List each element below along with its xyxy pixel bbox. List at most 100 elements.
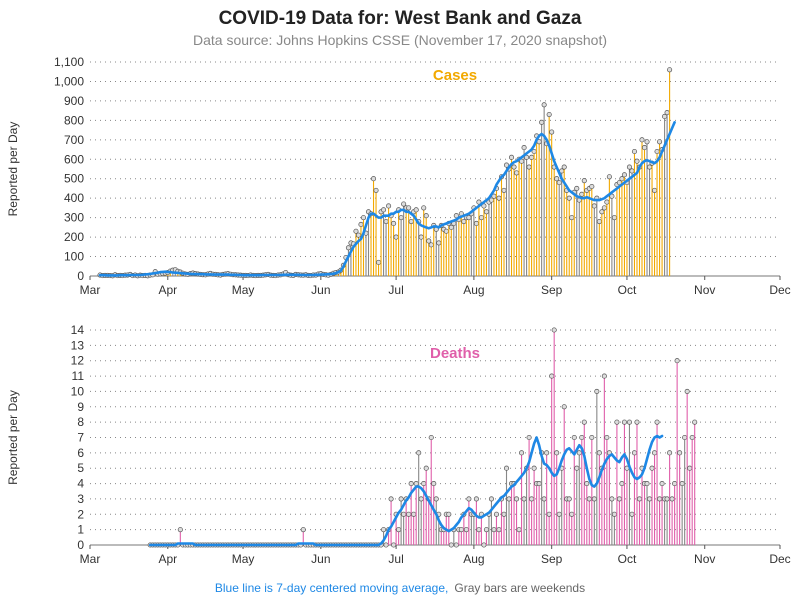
deaths-point xyxy=(546,511,552,517)
deaths-point xyxy=(551,327,557,333)
deaths-x-tick-label: Sep xyxy=(541,552,563,566)
deaths-y-tick-label: 13 xyxy=(71,338,85,352)
deaths-y-tick-label: 9 xyxy=(77,400,84,414)
cases-x-tick-label: Apr xyxy=(158,283,177,297)
deaths-point xyxy=(654,419,660,425)
cases-point xyxy=(574,185,580,192)
cases-point xyxy=(481,203,487,209)
deaths-point xyxy=(401,511,407,517)
deaths-point xyxy=(689,434,695,441)
cases-point xyxy=(393,234,399,240)
deaths-point xyxy=(398,496,404,502)
cases-y-axis-title: Reported per Day xyxy=(6,122,20,217)
deaths-point xyxy=(446,511,452,517)
cases-point xyxy=(606,174,612,180)
deaths-y-axis-title: Reported per Day xyxy=(6,390,20,485)
cases-x-tick-label: Oct xyxy=(618,283,637,297)
deaths-point xyxy=(631,450,638,456)
cases-point xyxy=(629,168,635,174)
deaths-point xyxy=(448,542,454,548)
deaths-point xyxy=(614,419,620,425)
deaths-point xyxy=(177,527,183,533)
cases-x-tick-label: Dec xyxy=(769,283,790,297)
deaths-point xyxy=(554,450,560,456)
deaths-point xyxy=(664,496,670,502)
deaths-y-tick-label: 14 xyxy=(71,323,85,337)
cases-point xyxy=(453,213,459,219)
cases-point xyxy=(443,228,449,234)
cases-point xyxy=(398,215,404,221)
deaths-point xyxy=(536,481,542,487)
deaths-point xyxy=(619,481,625,487)
cases-point xyxy=(358,221,364,227)
cases-panel-label: Cases xyxy=(433,67,477,84)
chart-subtitle: Data source: Johns Hopkins CSSE (Novembe… xyxy=(193,32,607,48)
cases-point xyxy=(511,164,517,170)
cases-point xyxy=(408,218,414,225)
deaths-y-tick-label: 6 xyxy=(77,446,84,460)
cases-y-tick-label: 0 xyxy=(77,269,84,283)
cases-x-tick-label: Aug xyxy=(463,283,484,297)
deaths-point xyxy=(458,527,464,533)
deaths-point xyxy=(423,465,429,471)
cases-point xyxy=(508,154,515,160)
cases-point xyxy=(609,193,615,199)
deaths-point xyxy=(453,542,459,548)
deaths-point xyxy=(677,450,683,456)
deaths-point xyxy=(591,496,597,502)
deaths-point xyxy=(616,496,622,502)
cases-point xyxy=(345,245,351,251)
deaths-point xyxy=(629,511,635,517)
deaths-point xyxy=(646,496,653,502)
deaths-point xyxy=(569,511,575,517)
chart-title: COVID-19 Data for: West Bank and Gaza xyxy=(219,8,582,29)
cases-point xyxy=(641,145,648,151)
cases-point xyxy=(634,158,640,164)
cases-point xyxy=(373,187,379,193)
deaths-point xyxy=(579,434,585,441)
deaths-point xyxy=(626,419,633,425)
deaths-point xyxy=(473,496,479,502)
deaths-point xyxy=(667,450,673,456)
deaths-point xyxy=(418,496,424,502)
cases-point xyxy=(541,102,547,108)
deaths-point xyxy=(609,496,615,502)
deaths-point xyxy=(574,465,580,471)
deaths-point xyxy=(416,450,422,456)
deaths-x-tick-label: Nov xyxy=(694,552,715,566)
deaths-x-tick-label: May xyxy=(232,552,255,566)
deaths-point xyxy=(611,511,617,517)
cases-point xyxy=(529,154,535,160)
cases-point xyxy=(654,148,660,155)
deaths-point xyxy=(519,450,525,456)
cases-point xyxy=(386,203,392,209)
deaths-point xyxy=(604,434,610,441)
deaths-point xyxy=(383,542,389,548)
deaths-point xyxy=(506,496,512,502)
deaths-x-tick-label: Dec xyxy=(769,552,790,566)
cases-point xyxy=(581,178,587,184)
deaths-point xyxy=(672,481,678,487)
deaths-point xyxy=(549,373,555,379)
cases-point xyxy=(476,199,482,205)
deaths-point xyxy=(381,527,387,533)
deaths-point xyxy=(601,373,607,379)
cases-point xyxy=(554,176,560,182)
cases-point xyxy=(524,154,530,160)
deaths-y-tick-label: 4 xyxy=(77,477,84,491)
deaths-y-tick-label: 10 xyxy=(71,384,85,398)
cases-point xyxy=(381,207,387,213)
cases-point xyxy=(483,209,489,215)
deaths-point xyxy=(644,481,650,487)
cases-point xyxy=(667,67,673,73)
deaths-point xyxy=(636,496,643,502)
deaths-point xyxy=(571,434,577,441)
deaths-y-tick-label: 1 xyxy=(77,523,84,537)
cases-point xyxy=(426,238,432,244)
footnote-weekends: Gray bars are weekends xyxy=(454,581,585,595)
cases-point xyxy=(383,218,389,225)
deaths-point xyxy=(657,496,663,502)
cases-x-tick-label: May xyxy=(232,283,255,297)
deaths-point xyxy=(496,527,502,533)
